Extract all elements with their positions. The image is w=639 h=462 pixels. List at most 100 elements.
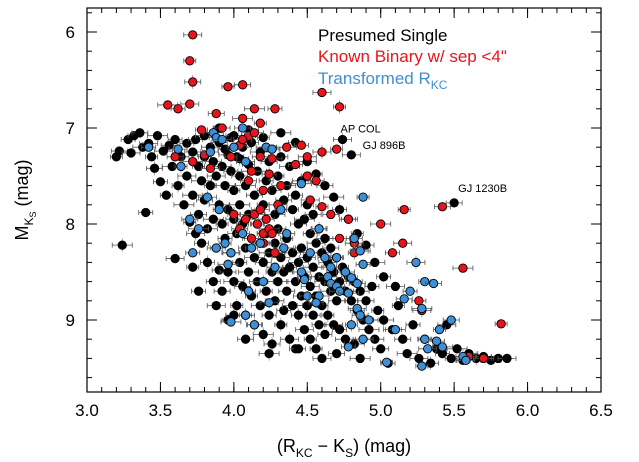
data-point [240, 310, 251, 320]
data-point [417, 303, 427, 314]
data-point [458, 263, 468, 273]
data-point [255, 238, 265, 248]
data-point [305, 281, 315, 292]
data-point [290, 159, 301, 170]
data-point [387, 248, 398, 258]
legend-entry-known-binary: Known Binary w/ sep <4" [318, 47, 507, 66]
data-point [423, 344, 433, 354]
data-point [196, 176, 207, 186]
data-point [376, 219, 386, 229]
data-point [170, 134, 180, 145]
x-axis-title: (RKC − KS) (mag) [277, 436, 411, 460]
data-point [255, 204, 265, 215]
x-tick-label: 4.0 [222, 401, 246, 420]
data-point [332, 252, 342, 263]
data-point [405, 286, 415, 296]
data-point [446, 315, 456, 325]
data-point [188, 190, 198, 200]
data-point [293, 310, 304, 320]
legend-entry-presumed-single: Presumed Single [318, 26, 447, 45]
data-point [373, 305, 383, 316]
series-0 [109, 123, 517, 371]
data-point [188, 262, 198, 272]
data-point [176, 161, 186, 172]
data-point [308, 310, 318, 320]
data-point [311, 238, 321, 248]
data-point [220, 180, 230, 191]
data-point [264, 298, 274, 308]
data-point [232, 300, 242, 311]
data-point [188, 248, 198, 258]
data-point [334, 233, 345, 244]
data-point [217, 286, 227, 296]
data-point [390, 324, 401, 335]
data-point [276, 128, 286, 138]
data-point [211, 243, 221, 253]
plot-area [109, 30, 517, 371]
series-2 [141, 123, 476, 371]
data-point [226, 166, 236, 176]
data-point [320, 233, 330, 244]
data-point [223, 259, 233, 269]
data-point [332, 296, 342, 306]
data-point [238, 134, 248, 145]
data-point [249, 252, 260, 263]
data-point [217, 161, 227, 172]
data-point [287, 248, 298, 258]
x-tick-label: 3.5 [149, 401, 173, 420]
data-point [220, 238, 230, 248]
data-point [214, 265, 224, 275]
data-point [305, 248, 315, 258]
data-point [285, 334, 295, 344]
data-point [243, 267, 254, 277]
data-point [235, 257, 245, 268]
data-point [226, 152, 236, 162]
data-point [267, 154, 277, 164]
x-tick-label: 6.0 [516, 401, 540, 420]
data-point [296, 179, 307, 189]
data-point [188, 156, 198, 167]
data-point [320, 329, 330, 340]
data-point [346, 273, 356, 283]
data-point [381, 357, 392, 367]
data-point [223, 267, 233, 277]
data-point [126, 148, 136, 158]
data-point [408, 320, 418, 330]
annotation-gj-896b: GJ 896B [363, 140, 406, 152]
legend: Presumed Single Known Binary w/ sep <4" … [318, 26, 507, 92]
data-point [161, 190, 171, 200]
data-point [414, 353, 424, 364]
data-point [317, 87, 327, 98]
data-point [170, 253, 180, 264]
data-point [299, 275, 309, 285]
x-tick-label: 5.0 [369, 401, 393, 420]
data-point [258, 329, 268, 340]
data-point [290, 276, 301, 287]
data-point [144, 142, 154, 152]
data-point [240, 214, 251, 224]
data-point [358, 192, 368, 202]
data-point [334, 324, 345, 335]
data-point [202, 192, 213, 202]
data-point [226, 317, 236, 327]
data-point [217, 219, 227, 229]
data-point [346, 296, 356, 306]
data-point [420, 276, 430, 287]
data-point [249, 128, 260, 138]
y-tick-label: 7 [66, 119, 75, 138]
data-point [226, 248, 236, 258]
data-point [217, 134, 227, 145]
data-point [211, 108, 221, 119]
data-point [179, 200, 189, 210]
data-point [398, 334, 408, 344]
data-point [326, 243, 336, 253]
legend-entry-transformed: Transformed RKC [318, 69, 448, 92]
data-point [329, 192, 339, 202]
data-point [343, 342, 354, 352]
data-point [185, 214, 195, 224]
data-point [217, 123, 227, 133]
data-point [114, 146, 124, 156]
data-point [302, 152, 312, 162]
data-point [152, 131, 163, 141]
